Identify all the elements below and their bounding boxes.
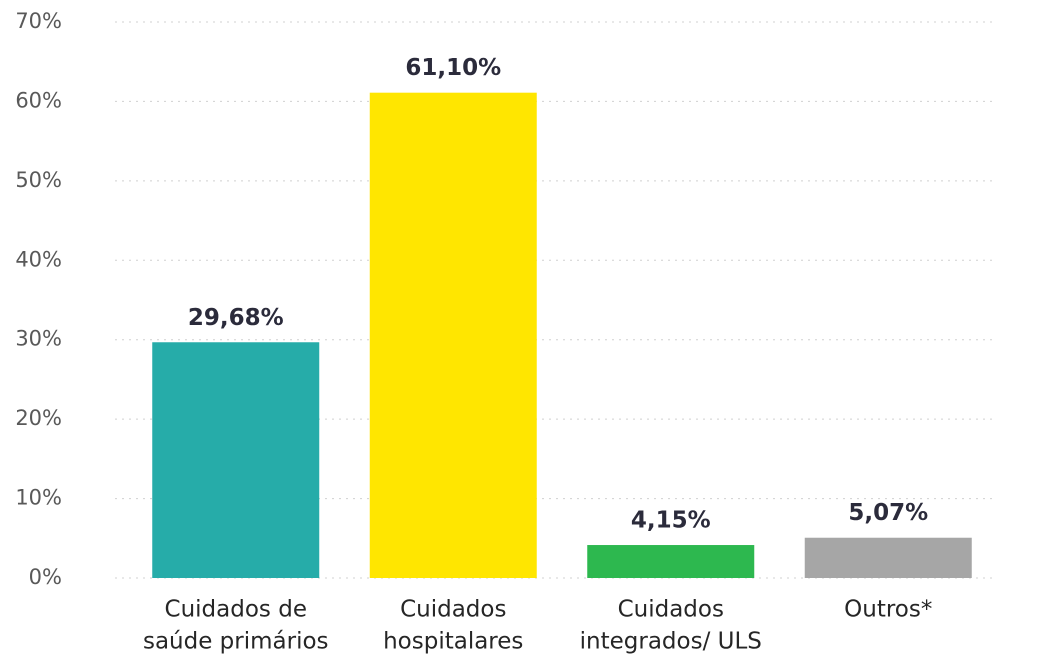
value-label: 4,15% [631,508,711,534]
value-label: 5,07% [848,500,928,526]
y-tick-label: 40% [15,247,62,271]
y-tick-label: 60% [15,88,62,112]
bar [804,537,972,578]
x-tick-label: Outros* [844,597,932,623]
y-tick-label: 0% [29,565,62,589]
x-tick-label: saúde primários [143,629,329,655]
y-tick-label: 10% [15,486,62,510]
x-tick-label: Cuidados de [165,597,307,623]
y-tick-label: 20% [15,406,62,430]
y-tick-label: 70% [15,9,62,33]
y-tick-label: 50% [15,168,62,192]
x-tick-label: integrados/ ULS [580,629,762,655]
bar [369,92,537,578]
value-label: 29,68% [188,305,284,331]
x-tick-label: Cuidados [400,597,506,623]
bar [587,545,755,578]
x-tick-label: Cuidados [618,597,724,623]
value-label: 61,10% [405,55,501,81]
bar [152,342,320,578]
x-tick-label: hospitalares [383,629,523,655]
y-tick-label: 30% [15,327,62,351]
